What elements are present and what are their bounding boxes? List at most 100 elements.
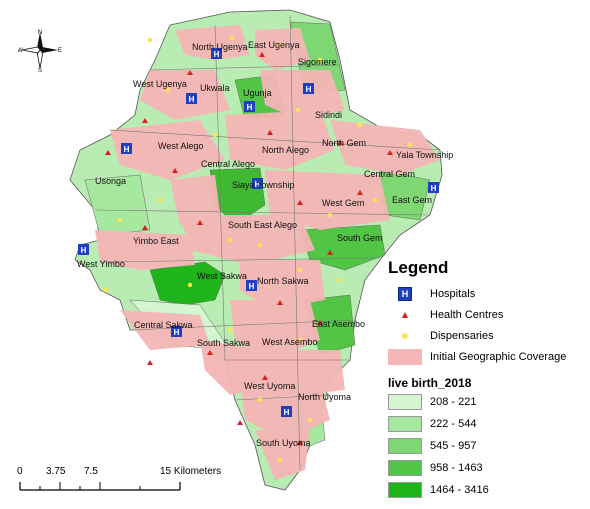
legend-class-row: 545 - 957 — [388, 437, 476, 455]
zone-mid-4 — [84, 174, 151, 236]
legend-class-row: 208 - 221 — [388, 393, 476, 411]
label-east-gem: East Gem — [392, 195, 432, 205]
svg-text:H: H — [249, 282, 255, 291]
class-swatch — [388, 438, 422, 454]
hospital-marker: H — [303, 83, 314, 94]
hospital-markers: H H H H H H H H H H H — [78, 48, 439, 417]
legend-coverage-label: Initial Geographic Coverage — [430, 351, 567, 363]
label-sigomere: Sigomere — [298, 57, 337, 67]
label-west-yimbo: West Yimbo — [77, 259, 125, 269]
hospital-marker: H — [246, 280, 257, 291]
label-west-sakwa: West Sakwa — [197, 271, 247, 281]
label-yimbo-east: Yimbo East — [133, 236, 179, 246]
label-ukwala: Ukwala — [200, 83, 230, 93]
dispensary-icon — [402, 333, 408, 339]
legend-class-row: 958 - 1463 — [388, 459, 483, 477]
label-west-asembo: West Asembo — [262, 337, 317, 347]
legend-health-centres-label: Health Centres — [430, 309, 504, 321]
compass-s: S — [38, 68, 42, 72]
svg-text:H: H — [81, 246, 87, 255]
area-labels: North Ugenya East Ugenya Sigomere West U… — [77, 40, 453, 448]
class-swatch — [388, 416, 422, 432]
scale-tick-3: 15 Kilometers — [160, 466, 222, 477]
label-central-sakwa: Central Sakwa — [134, 320, 193, 330]
class-label: 545 - 957 — [430, 440, 477, 452]
label-north-sakwa: North Sakwa — [257, 276, 309, 286]
scale-tick-0: 0 — [17, 466, 23, 477]
label-west-uyoma: West Uyoma — [244, 381, 295, 391]
legend-health-centres: Health Centres — [388, 306, 503, 324]
zone-dark-1 — [149, 261, 226, 306]
hospital-marker: H — [211, 48, 222, 59]
legend-class-row: 1464 - 3416 — [388, 481, 489, 499]
legend-hospitals: H Hospitals — [388, 285, 475, 303]
label-north-alego: North Alego — [262, 145, 309, 155]
label-sidindi: Sidindi — [315, 110, 342, 120]
class-label: 222 - 544 — [430, 418, 477, 430]
legend-class-title: live birth_2018 — [388, 376, 472, 390]
north-arrow-icon: N S W E — [18, 30, 62, 72]
label-usonga: Usonga — [95, 176, 126, 186]
hospital-marker: H — [281, 406, 292, 417]
dispensary-markers — [102, 35, 413, 463]
hospital-marker: H — [171, 326, 182, 337]
svg-text:H: H — [247, 103, 253, 112]
legend-title: Legend — [388, 258, 449, 277]
hospital-marker: H — [121, 143, 132, 154]
hospital-icon: H — [398, 287, 412, 301]
class-swatch — [388, 394, 422, 410]
class-label: 958 - 1463 — [430, 462, 483, 474]
label-south-sakwa: South Sakwa — [197, 338, 250, 348]
svg-text:H: H — [431, 184, 437, 193]
hospital-marker: H — [428, 182, 439, 193]
legend-dispensaries: Dispensaries — [388, 327, 494, 345]
label-west-alego: West Alego — [158, 141, 203, 151]
compass-n: N — [38, 30, 42, 36]
label-south-gem: South Gem — [337, 233, 383, 243]
svg-text:H: H — [174, 328, 180, 337]
label-central-alego: Central Alego — [201, 159, 255, 169]
legend-coverage: Initial Geographic Coverage — [388, 348, 566, 366]
label-east-ugenya: East Ugenya — [248, 40, 300, 50]
label-yala-township: Yala Township — [396, 150, 453, 160]
label-west-gem: West Gem — [322, 198, 364, 208]
label-ugunja: Ugunja — [243, 88, 272, 98]
svg-text:H: H — [255, 180, 261, 189]
label-north-uyoma: North Uyoma — [298, 392, 351, 402]
scale-tick-2: 7.5 — [84, 466, 98, 477]
compass-e: E — [58, 48, 62, 54]
label-east-asembo: East Asembo — [312, 319, 365, 329]
label-north-gem: North Gem — [322, 138, 366, 148]
svg-text:H: H — [306, 85, 312, 94]
label-north-ugenya: North Ugenya — [192, 42, 248, 52]
class-label: 1464 - 3416 — [430, 484, 489, 496]
class-label: 208 - 221 — [430, 396, 477, 408]
legend-hospitals-label: Hospitals — [430, 288, 476, 300]
scale-bar — [19, 482, 181, 491]
legend-class-row: 222 - 544 — [388, 415, 476, 433]
label-siaya-township: Siaya Township — [232, 180, 294, 190]
health-centre-icon — [402, 312, 408, 318]
scale-tick-1: 3.75 — [46, 466, 66, 477]
svg-text:H: H — [284, 408, 290, 417]
hospital-marker: H — [252, 178, 263, 189]
svg-text:H: H — [214, 50, 220, 59]
class-swatch — [388, 460, 422, 476]
compass-w: W — [18, 48, 23, 54]
svg-text:H: H — [189, 95, 195, 104]
label-south-east-alego: South East Alego — [228, 220, 297, 230]
legend-dispensaries-label: Dispensaries — [430, 330, 494, 342]
class-swatch — [388, 482, 422, 498]
label-central-gem: Central Gem — [364, 169, 415, 179]
label-west-ugenya: West Ugenya — [133, 79, 187, 89]
hospital-marker: H — [244, 101, 255, 112]
svg-text:H: H — [124, 145, 130, 154]
hospital-marker: H — [78, 244, 89, 255]
coverage-swatch — [388, 349, 422, 365]
hospital-marker: H — [186, 93, 197, 104]
ward-boundaries — [94, 14, 441, 471]
health-centre-markers — [105, 52, 393, 445]
coverage-areas — [95, 25, 440, 480]
label-south-uyoma: South Uyoma — [256, 438, 311, 448]
